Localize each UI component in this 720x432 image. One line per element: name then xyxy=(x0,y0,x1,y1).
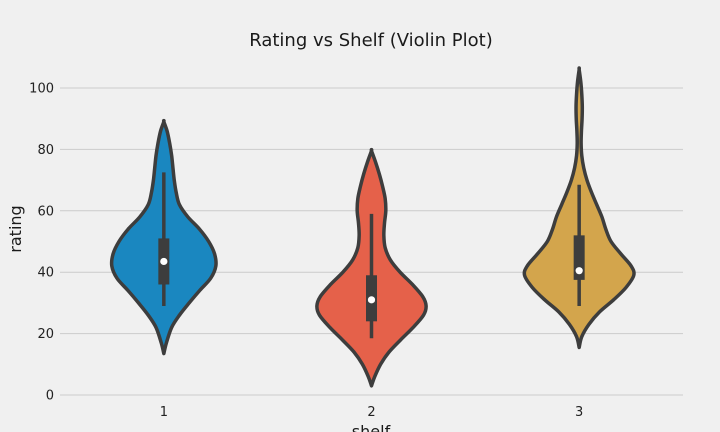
violin-group xyxy=(315,147,428,388)
x-tick-label: 2 xyxy=(367,405,375,420)
chart-title: Rating vs Shelf (Violin Plot) xyxy=(249,30,493,51)
violin-group xyxy=(522,66,636,350)
violin-median-point xyxy=(575,267,583,275)
y-tick-label: 80 xyxy=(37,143,54,158)
violin-iqr-box xyxy=(573,235,585,280)
y-tick-label: 60 xyxy=(37,204,54,219)
violin-median-point xyxy=(367,296,376,304)
y-tick-label: 20 xyxy=(37,327,54,342)
y-tick-labels: 0 20 40 60 80 100 xyxy=(29,82,54,404)
violin-group xyxy=(109,118,218,356)
x-tick-labels: 1 2 3 xyxy=(160,405,584,420)
x-axis-label: shelf xyxy=(352,422,391,432)
violins xyxy=(109,66,636,388)
x-tick-label: 3 xyxy=(575,405,583,420)
y-tick-label: 100 xyxy=(29,82,54,97)
x-tick-label: 1 xyxy=(160,405,168,420)
y-tick-label: 40 xyxy=(37,266,54,281)
y-axis-label: rating xyxy=(6,205,25,252)
violin-median-point xyxy=(160,257,168,266)
y-tick-label: 0 xyxy=(46,389,54,404)
